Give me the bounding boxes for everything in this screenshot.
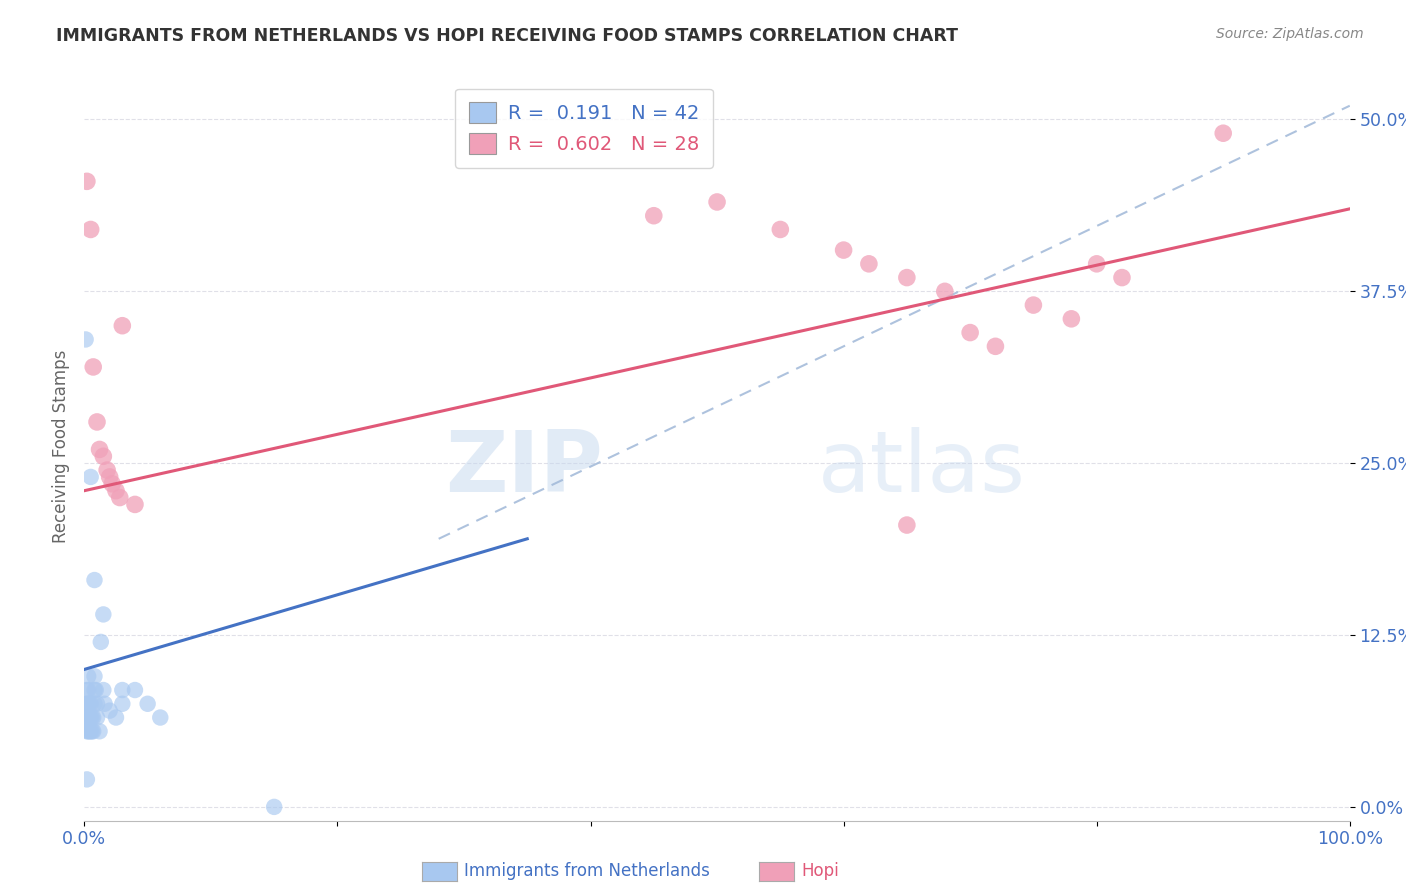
Point [84, 683, 107, 698]
Point [1022, 298, 1045, 312]
Point [79, 697, 101, 711]
Point [263, 800, 285, 814]
Point [93, 607, 115, 622]
Point [79, 697, 103, 711]
Point [76, 683, 98, 698]
Point [1060, 311, 1083, 326]
Point [149, 710, 172, 724]
Point [108, 491, 131, 505]
Point [984, 339, 1007, 353]
Point [80, 710, 103, 724]
Point [76, 710, 98, 724]
Point [79, 710, 103, 724]
Point [77, 697, 100, 711]
Point [80, 724, 103, 739]
Point [706, 194, 728, 209]
Point [79, 724, 103, 739]
Point [79, 724, 101, 739]
Text: atlas: atlas [818, 427, 1026, 510]
Point [83, 697, 105, 711]
Point [934, 285, 956, 299]
Point [111, 318, 134, 333]
Point [111, 697, 134, 711]
Point [76, 724, 98, 739]
Point [86, 697, 108, 711]
Point [89, 724, 111, 739]
Point [96, 463, 118, 477]
Point [105, 483, 127, 498]
Point [79, 710, 101, 724]
Point [76, 174, 98, 188]
Text: IMMIGRANTS FROM NETHERLANDS VS HOPI RECEIVING FOOD STAMPS CORRELATION CHART: IMMIGRANTS FROM NETHERLANDS VS HOPI RECE… [56, 27, 959, 45]
Point [83, 669, 105, 683]
Point [77, 710, 100, 724]
Legend: R =  0.191   N = 42, R =  0.602   N = 28: R = 0.191 N = 42, R = 0.602 N = 28 [456, 88, 713, 168]
Point [136, 697, 159, 711]
Y-axis label: Receiving Food Stamps: Receiving Food Stamps [52, 350, 70, 542]
Point [105, 710, 127, 724]
Point [98, 704, 121, 718]
Point [101, 476, 124, 491]
Text: Source: ZipAtlas.com: Source: ZipAtlas.com [1216, 27, 1364, 41]
Point [93, 450, 115, 464]
Point [90, 635, 112, 649]
Point [111, 683, 134, 698]
Point [82, 710, 104, 724]
Point [89, 442, 111, 457]
Text: ZIP: ZIP [446, 427, 603, 510]
Point [896, 518, 918, 533]
Point [77, 669, 100, 683]
Point [86, 415, 108, 429]
Point [643, 209, 665, 223]
Point [76, 772, 98, 787]
Point [83, 683, 105, 698]
Point [77, 683, 100, 698]
Point [75, 333, 97, 347]
Point [896, 270, 918, 285]
Point [1085, 257, 1108, 271]
Point [83, 573, 105, 587]
Point [124, 498, 146, 512]
Point [124, 683, 146, 698]
Point [1111, 270, 1133, 285]
Point [959, 326, 981, 340]
Point [82, 724, 104, 739]
Point [82, 359, 104, 374]
Point [79, 470, 103, 484]
Point [93, 697, 115, 711]
Point [76, 697, 98, 711]
Point [1212, 126, 1234, 140]
Text: Immigrants from Netherlands: Immigrants from Netherlands [464, 863, 710, 880]
Point [98, 470, 121, 484]
Point [77, 724, 100, 739]
Point [86, 710, 108, 724]
Text: Hopi: Hopi [801, 863, 839, 880]
Point [858, 257, 880, 271]
Point [769, 222, 792, 236]
Point [93, 683, 115, 698]
Point [79, 222, 103, 236]
Point [832, 243, 855, 257]
